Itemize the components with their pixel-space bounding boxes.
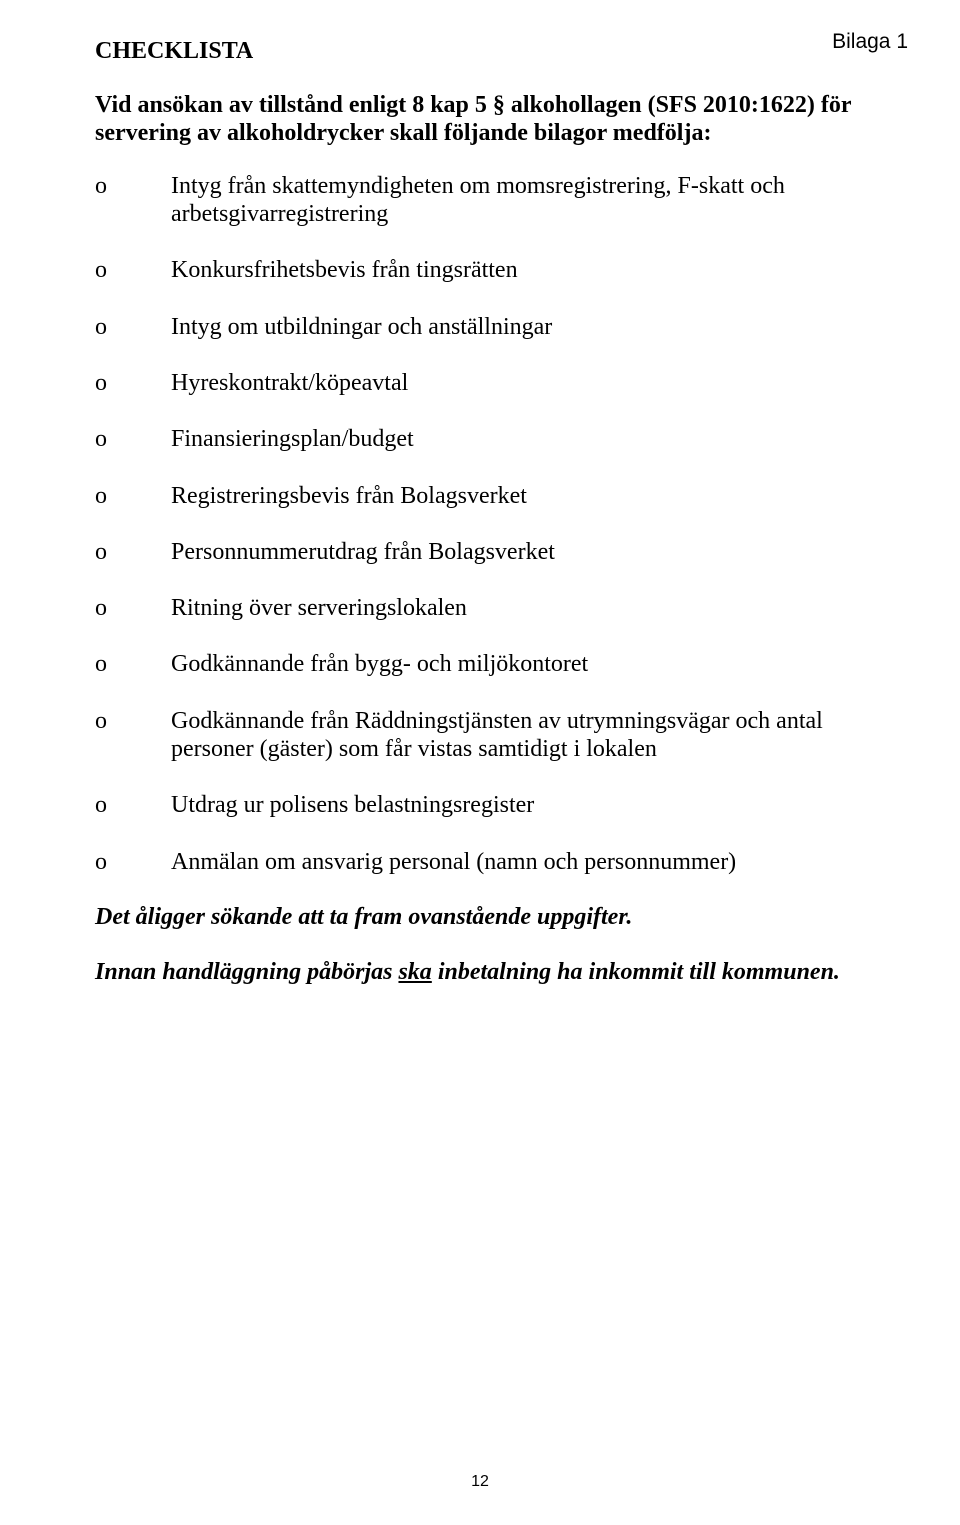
list-item-text: Konkursfrihetsbevis från tingsrätten bbox=[171, 256, 865, 284]
list-marker: o bbox=[95, 172, 171, 200]
list-item-text: Anmälan om ansvarig personal (namn och p… bbox=[171, 848, 865, 876]
list-marker: o bbox=[95, 256, 171, 284]
list-marker: o bbox=[95, 313, 171, 341]
list-marker: o bbox=[95, 482, 171, 510]
list-marker: o bbox=[95, 594, 171, 622]
list-item: o Ritning över serveringslokalen bbox=[95, 594, 865, 622]
list-item: o Finansieringsplan/budget bbox=[95, 425, 865, 453]
page-title: CHECKLISTA bbox=[95, 38, 865, 65]
list-item-text: Personnummerutdrag från Bolagsverket bbox=[171, 538, 865, 566]
list-marker: o bbox=[95, 369, 171, 397]
list-item: o Intyg från skattemyndigheten om momsre… bbox=[95, 172, 865, 229]
list-item-text: Godkännande från Räddningstjänsten av ut… bbox=[171, 707, 865, 764]
list-item-text: Godkännande från bygg- och miljökontoret bbox=[171, 650, 865, 678]
list-item: o Intyg om utbildningar och anställninga… bbox=[95, 313, 865, 341]
list-item: o Hyreskontrakt/köpeavtal bbox=[95, 369, 865, 397]
closing-line-1: Det åligger sökande att ta fram ovanståe… bbox=[95, 904, 865, 931]
list-marker: o bbox=[95, 707, 171, 735]
list-item-text: Intyg om utbildningar och anställningar bbox=[171, 313, 865, 341]
attachment-label: Bilaga 1 bbox=[832, 30, 908, 54]
list-item: o Personnummerutdrag från Bolagsverket bbox=[95, 538, 865, 566]
closing-line-2: Innan handläggning påbörjas ska inbetaln… bbox=[95, 959, 865, 986]
list-item: o Konkursfrihetsbevis från tingsrätten bbox=[95, 256, 865, 284]
list-marker: o bbox=[95, 848, 171, 876]
list-item: o Godkännande från bygg- och miljökontor… bbox=[95, 650, 865, 678]
closing-2-pre: Innan handläggning påbörjas bbox=[95, 959, 398, 985]
list-item-text: Ritning över serveringslokalen bbox=[171, 594, 865, 622]
closing-2-post: inbetalning ha inkommit till kommunen. bbox=[432, 959, 840, 985]
list-marker: o bbox=[95, 425, 171, 453]
list-marker: o bbox=[95, 791, 171, 819]
list-item-text: Registreringsbevis från Bolagsverket bbox=[171, 482, 865, 510]
page: Bilaga 1 CHECKLISTA Vid ansökan av tills… bbox=[0, 0, 960, 1525]
list-item-text: Utdrag ur polisens belastningsregister bbox=[171, 791, 865, 819]
list-item-text: Finansieringsplan/budget bbox=[171, 425, 865, 453]
list-item: o Godkännande från Räddningstjänsten av … bbox=[95, 707, 865, 764]
list-item-text: Intyg från skattemyndigheten om momsregi… bbox=[171, 172, 865, 229]
checklist: o Intyg från skattemyndigheten om momsre… bbox=[95, 172, 865, 876]
list-item: o Anmälan om ansvarig personal (namn och… bbox=[95, 848, 865, 876]
intro-paragraph: Vid ansökan av tillstånd enligt 8 kap 5 … bbox=[95, 91, 865, 148]
list-marker: o bbox=[95, 538, 171, 566]
list-marker: o bbox=[95, 650, 171, 678]
list-item: o Registreringsbevis från Bolagsverket bbox=[95, 482, 865, 510]
page-number: 12 bbox=[0, 1473, 960, 1491]
list-item-text: Hyreskontrakt/köpeavtal bbox=[171, 369, 865, 397]
list-item: o Utdrag ur polisens belastningsregister bbox=[95, 791, 865, 819]
closing-2-underline: ska bbox=[398, 959, 431, 985]
